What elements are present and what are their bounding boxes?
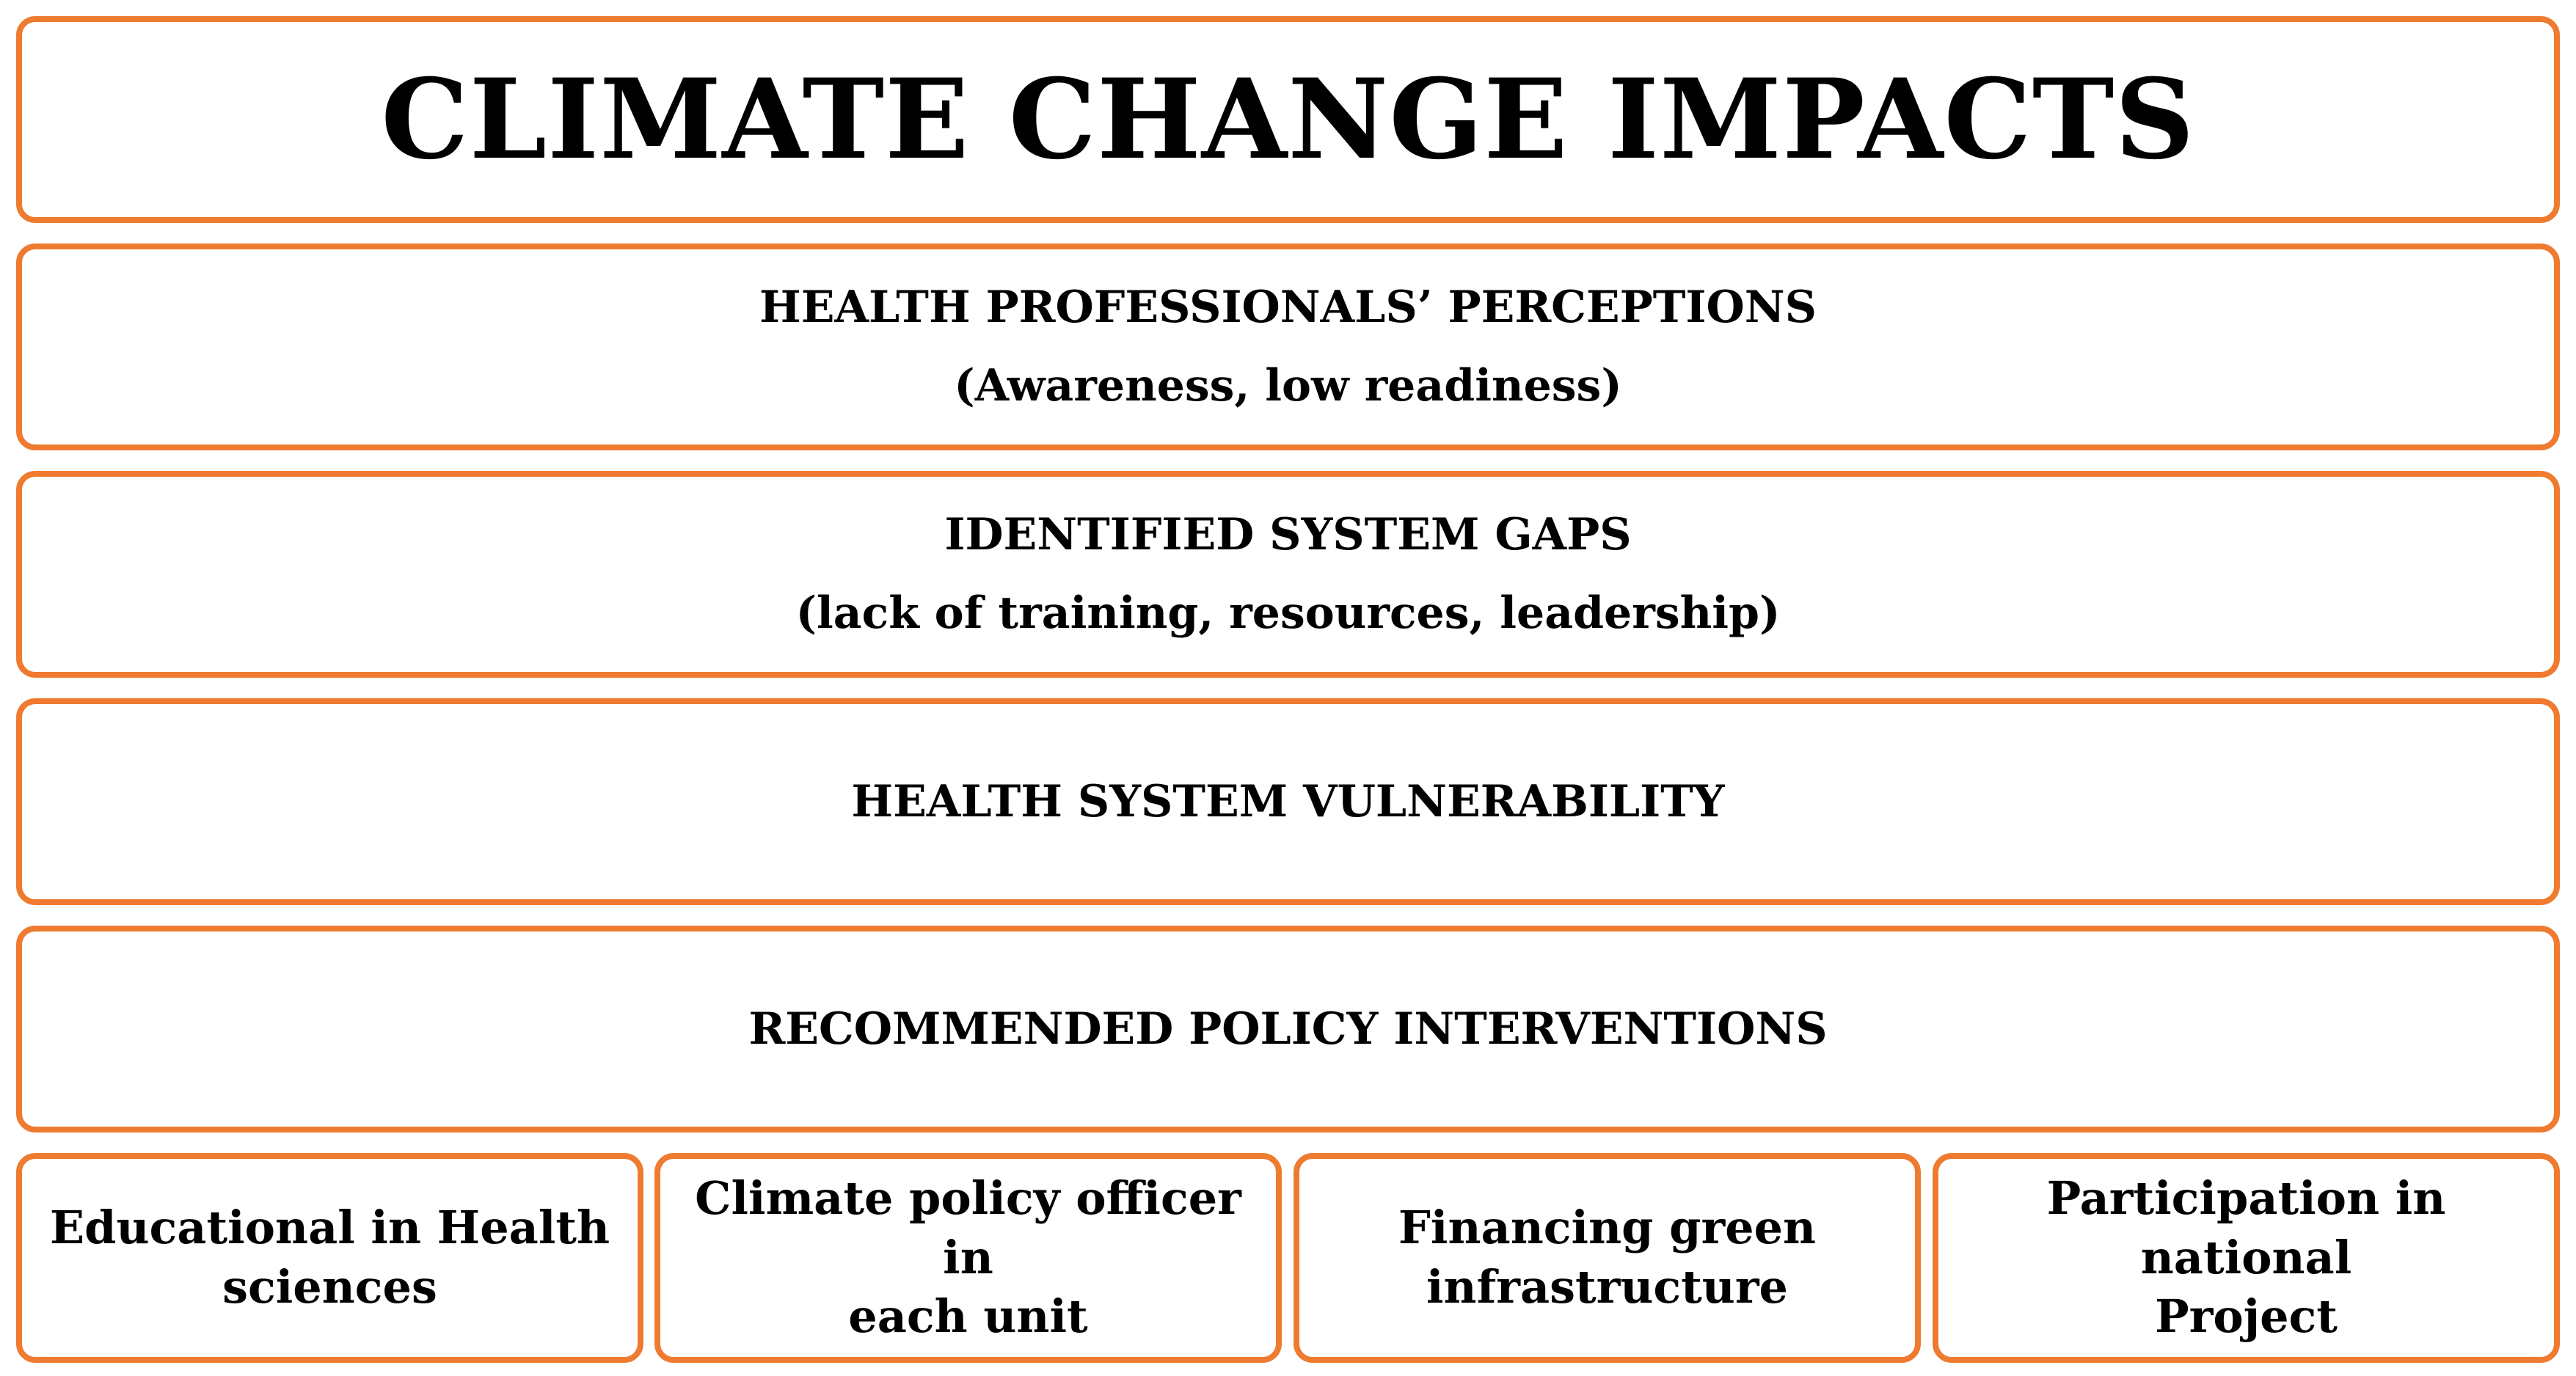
perceptions-detail: (Awareness, low readiness) bbox=[954, 360, 1622, 411]
vulnerability-heading: HEALTH SYSTEM VULNERABILITY bbox=[851, 775, 1725, 827]
intervention-national-project-line1: Participation in national bbox=[2046, 1171, 2446, 1284]
intervention-policy-officer-line1: Climate policy officer in bbox=[695, 1171, 1241, 1284]
intervention-box-green-infrastructure: Financing green infrastructure bbox=[1294, 1153, 1921, 1363]
policy-interventions-box: RECOMMENDED POLICY INTERVENTIONS bbox=[16, 926, 2560, 1132]
intervention-box-education: Educational in Health sciences bbox=[16, 1153, 643, 1363]
intervention-green-infrastructure-line1: Financing green bbox=[1398, 1201, 1817, 1255]
intervention-education-line2: sciences bbox=[222, 1260, 437, 1314]
perceptions-heading: HEALTH PROFESSIONALS’ PERCEPTIONS bbox=[759, 282, 1817, 333]
title-box: CLIMATE CHANGE IMPACTS bbox=[16, 16, 2560, 223]
intervention-box-policy-officer: Climate policy officer in each unit bbox=[654, 1153, 1282, 1363]
intervention-education-line1: Educational in Health bbox=[49, 1201, 610, 1255]
perceptions-box: HEALTH PROFESSIONALS’ PERCEPTIONS (Aware… bbox=[16, 244, 2560, 450]
intervention-box-national-project: Participation in national Project bbox=[1933, 1153, 2560, 1363]
vulnerability-box: HEALTH SYSTEM VULNERABILITY bbox=[16, 698, 2560, 905]
intervention-policy-officer-line2: each unit bbox=[848, 1289, 1088, 1344]
policy-interventions-heading: RECOMMENDED POLICY INTERVENTIONS bbox=[748, 1003, 1828, 1055]
system-gaps-box: IDENTIFIED SYSTEM GAPS (lack of training… bbox=[16, 471, 2560, 678]
diagram-title: CLIMATE CHANGE IMPACTS bbox=[381, 55, 2195, 184]
system-gaps-detail: (lack of training, resources, leadership… bbox=[795, 588, 1781, 639]
intervention-national-project-line2: Project bbox=[2155, 1289, 2338, 1344]
intervention-green-infrastructure-line2: infrastructure bbox=[1426, 1260, 1788, 1314]
system-gaps-heading: IDENTIFIED SYSTEM GAPS bbox=[944, 509, 1632, 560]
